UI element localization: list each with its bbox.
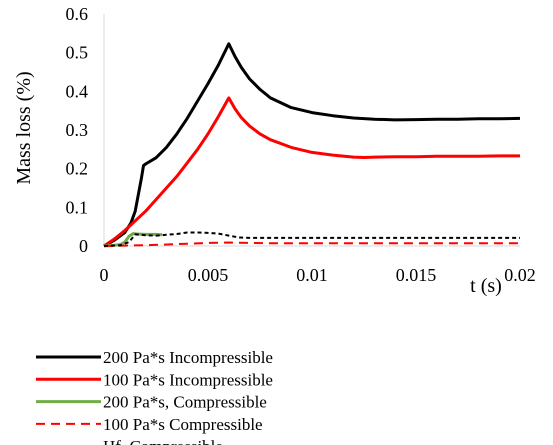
legend-label-2: 100 Pa*s Incompressible: [103, 370, 273, 389]
legend-label-5: Hf, Compressible: [103, 437, 223, 445]
x-tick-label: 0.02: [504, 265, 536, 285]
y-axis-title: Mass loss (%): [13, 71, 35, 184]
legend: 200 Pa*s Incompressible 100 Pa*s Incompre…: [36, 348, 273, 445]
legend-label-4: 100 Pa*s Compressible: [103, 415, 263, 434]
y-tick-label: 0.1: [66, 197, 89, 217]
y-tick-label: 0.6: [66, 4, 89, 24]
series-line-2: [103, 96, 520, 248]
y-tick-label: 0: [79, 236, 88, 256]
series-line-4: [103, 241, 520, 247]
series-line-5: [103, 231, 520, 247]
x-axis-title: t (s): [470, 275, 502, 297]
x-tick-label: 0.005: [188, 265, 229, 285]
x-tick-label: 0: [100, 265, 109, 285]
y-tick-label: 0.4: [66, 81, 89, 101]
plot-area: 0 0.1 0.2 0.3 0.4 0.5 0.6 0 0.005 0.01 0.015 0.02: [66, 4, 536, 285]
legend-label-3: 200 Pa*s, Compressible: [103, 393, 267, 412]
legend-label-1: 200 Pa*s Incompressible: [103, 348, 273, 367]
x-tick-label: 0.015: [396, 265, 437, 285]
series-line-1: [103, 42, 521, 248]
y-tick-label: 0.3: [66, 120, 89, 140]
y-tick-label: 0.5: [66, 43, 89, 63]
x-tick-label: 0.01: [296, 265, 328, 285]
y-tick-label: 0.2: [66, 159, 89, 179]
